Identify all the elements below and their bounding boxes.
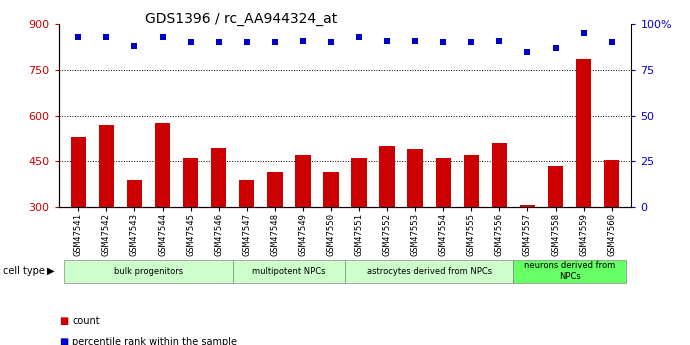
Bar bbox=[351, 158, 367, 298]
Bar bbox=[345, 260, 513, 283]
Point bbox=[297, 38, 308, 43]
Text: ■: ■ bbox=[59, 316, 68, 326]
Point bbox=[185, 40, 196, 45]
Point bbox=[522, 49, 533, 54]
Text: cell type: cell type bbox=[3, 266, 46, 276]
Bar bbox=[513, 260, 626, 283]
Point bbox=[607, 40, 618, 45]
Text: count: count bbox=[72, 316, 100, 326]
Point bbox=[494, 38, 505, 43]
Point bbox=[101, 34, 112, 40]
Bar bbox=[239, 179, 255, 298]
Text: astrocytes derived from NPCs: astrocytes derived from NPCs bbox=[366, 267, 492, 276]
Bar bbox=[380, 146, 395, 298]
Bar bbox=[183, 158, 198, 298]
Bar bbox=[464, 155, 479, 298]
Bar bbox=[408, 149, 423, 298]
Bar bbox=[70, 137, 86, 298]
Text: ▶: ▶ bbox=[47, 266, 55, 276]
Text: multipotent NPCs: multipotent NPCs bbox=[252, 267, 326, 276]
Point bbox=[326, 40, 337, 45]
Bar bbox=[99, 125, 114, 298]
Bar bbox=[267, 172, 282, 298]
Point bbox=[353, 34, 364, 40]
Point bbox=[410, 38, 421, 43]
Text: GDS1396 / rc_AA944324_at: GDS1396 / rc_AA944324_at bbox=[146, 12, 337, 26]
Bar bbox=[295, 155, 310, 298]
Bar bbox=[127, 179, 142, 298]
Bar bbox=[435, 158, 451, 298]
Bar bbox=[576, 59, 591, 298]
Bar bbox=[323, 172, 339, 298]
Point bbox=[578, 31, 589, 36]
Text: neurons derived from
NPCs: neurons derived from NPCs bbox=[524, 262, 615, 281]
Bar bbox=[233, 260, 345, 283]
Text: ■: ■ bbox=[59, 337, 68, 345]
Text: bulk progenitors: bulk progenitors bbox=[114, 267, 183, 276]
Point bbox=[437, 40, 448, 45]
Point bbox=[157, 34, 168, 40]
Point bbox=[129, 43, 140, 49]
Point bbox=[466, 40, 477, 45]
Point bbox=[269, 40, 280, 45]
Bar bbox=[492, 143, 507, 298]
Point bbox=[72, 34, 83, 40]
Bar bbox=[548, 166, 563, 298]
Text: percentile rank within the sample: percentile rank within the sample bbox=[72, 337, 237, 345]
Point bbox=[241, 40, 253, 45]
Bar bbox=[155, 123, 170, 298]
Bar bbox=[64, 260, 233, 283]
Bar bbox=[211, 148, 226, 298]
Bar bbox=[520, 206, 535, 298]
Point bbox=[213, 40, 224, 45]
Bar bbox=[604, 160, 620, 298]
Point bbox=[550, 45, 561, 51]
Point bbox=[382, 38, 393, 43]
